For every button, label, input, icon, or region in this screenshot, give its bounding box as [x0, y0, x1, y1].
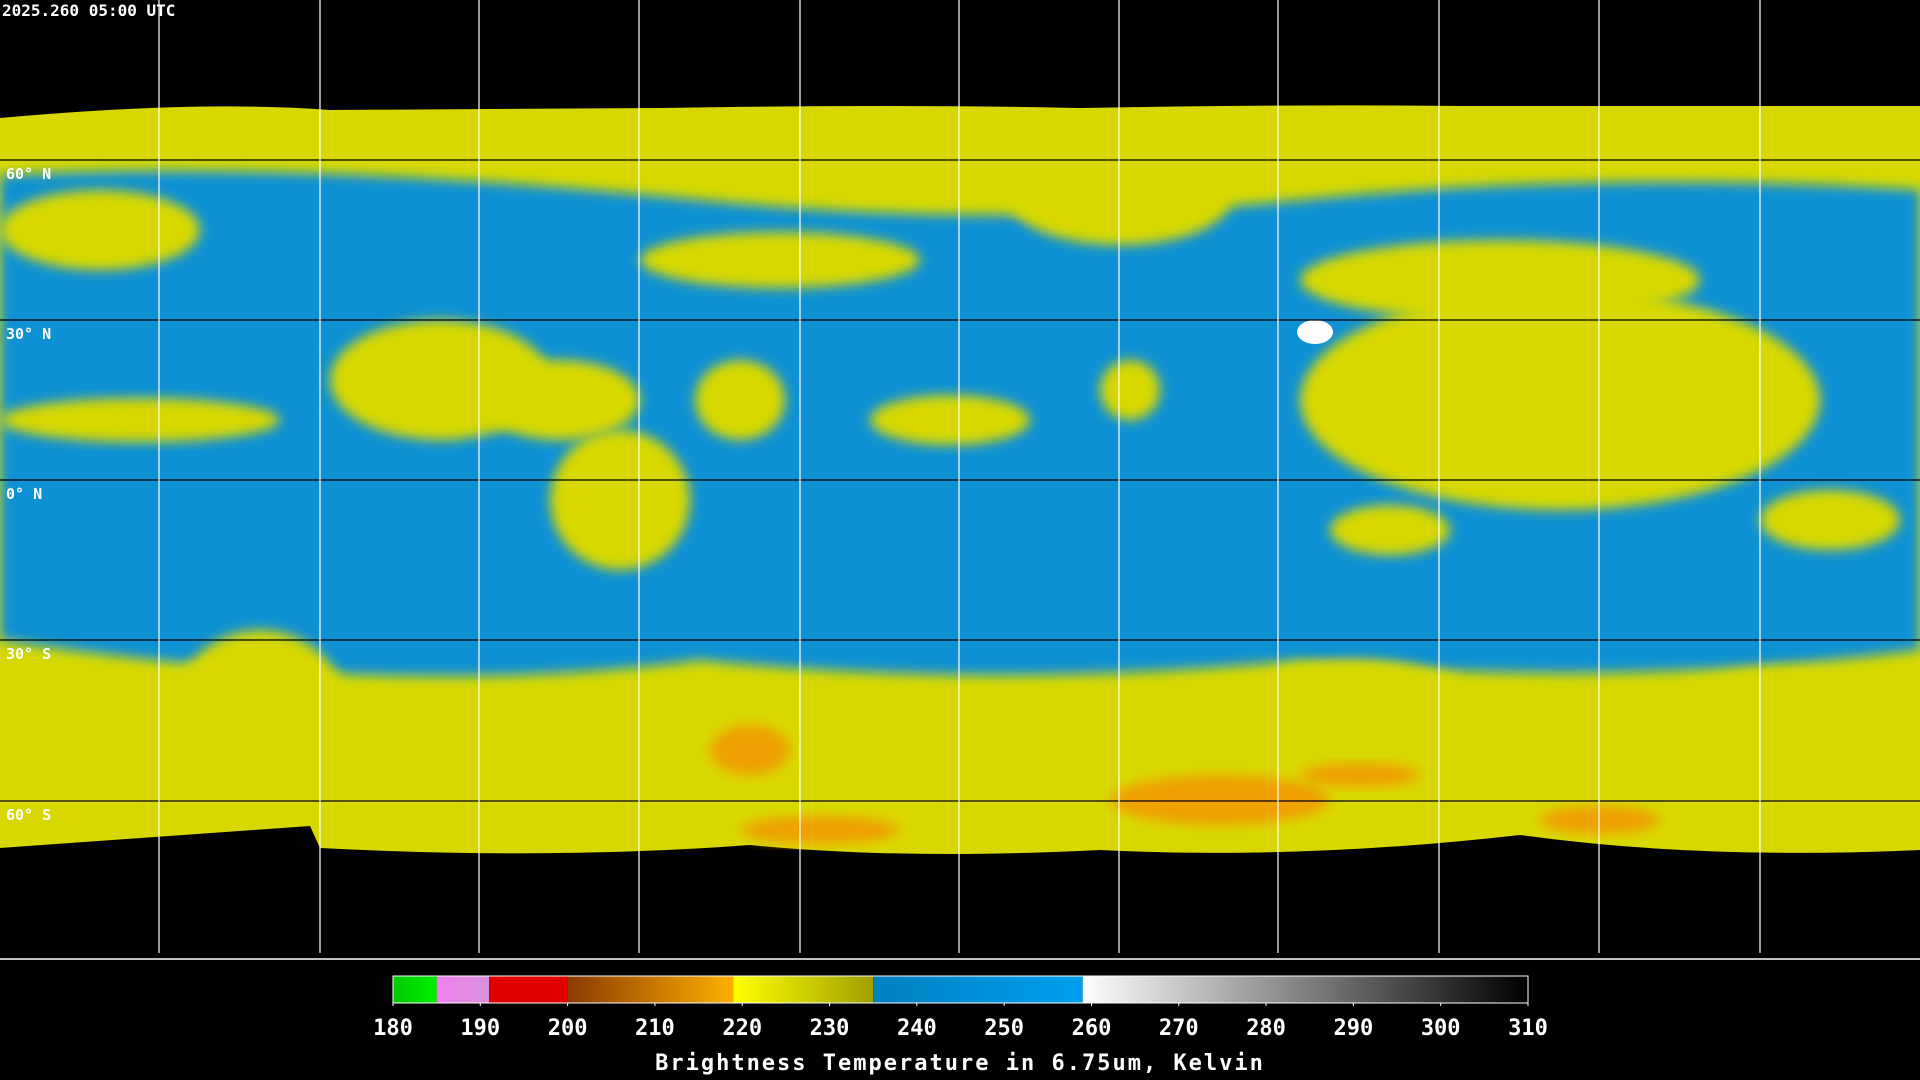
colorbar-tick-label: 190 — [460, 1016, 500, 1041]
colorbar-label: Brightness Temperature in 6.75um, Kelvin — [655, 1051, 1265, 1076]
colorbar-segment — [393, 976, 437, 1003]
timestamp: 2025.260 05:00 UTC — [2, 1, 175, 20]
colorbar-segment — [873, 976, 1083, 1003]
colorbar-segment — [567, 976, 734, 1003]
colorbar-segment — [489, 976, 568, 1003]
colorbar-tick-label: 270 — [1159, 1016, 1199, 1041]
colorbar-frame — [392, 975, 1529, 1004]
colorbar-tick-label: 200 — [548, 1016, 588, 1041]
colorbar: 180 190 200 210 220 230 240 250 260 270 280 290 300 3… — [373, 975, 1548, 1041]
colorbar-tick-label: 250 — [984, 1016, 1024, 1041]
lat-label: 0° N — [6, 485, 42, 503]
colorbar-segment — [733, 976, 874, 1003]
lat-label: 30° S — [6, 645, 51, 663]
lat-label: 60° N — [6, 165, 51, 183]
colorbar-tick-label: 230 — [810, 1016, 850, 1041]
colorbar-tick-label: 240 — [897, 1016, 937, 1041]
colorbar-tick-label: 180 — [373, 1016, 413, 1041]
lat-label: 60° S — [6, 806, 51, 824]
colorbar-segment — [436, 976, 490, 1003]
lat-label: 30° N — [6, 325, 51, 343]
colorbar-tick-label: 310 — [1508, 1016, 1548, 1041]
colorbar-tick-label: 260 — [1072, 1016, 1112, 1041]
longitude-lines — [158, 0, 1761, 953]
colorbar-segment — [1082, 976, 1528, 1003]
colorbar-tick-label: 290 — [1334, 1016, 1374, 1041]
colorbar-tick-label: 280 — [1246, 1016, 1286, 1041]
colorbar-tick-label: 210 — [635, 1016, 675, 1041]
lat-labels: 60° N 30° N 0° N 30° S 60° S — [6, 165, 51, 824]
colorbar-tick-label: 220 — [722, 1016, 762, 1041]
colorbar-tick-label: 300 — [1421, 1016, 1461, 1041]
